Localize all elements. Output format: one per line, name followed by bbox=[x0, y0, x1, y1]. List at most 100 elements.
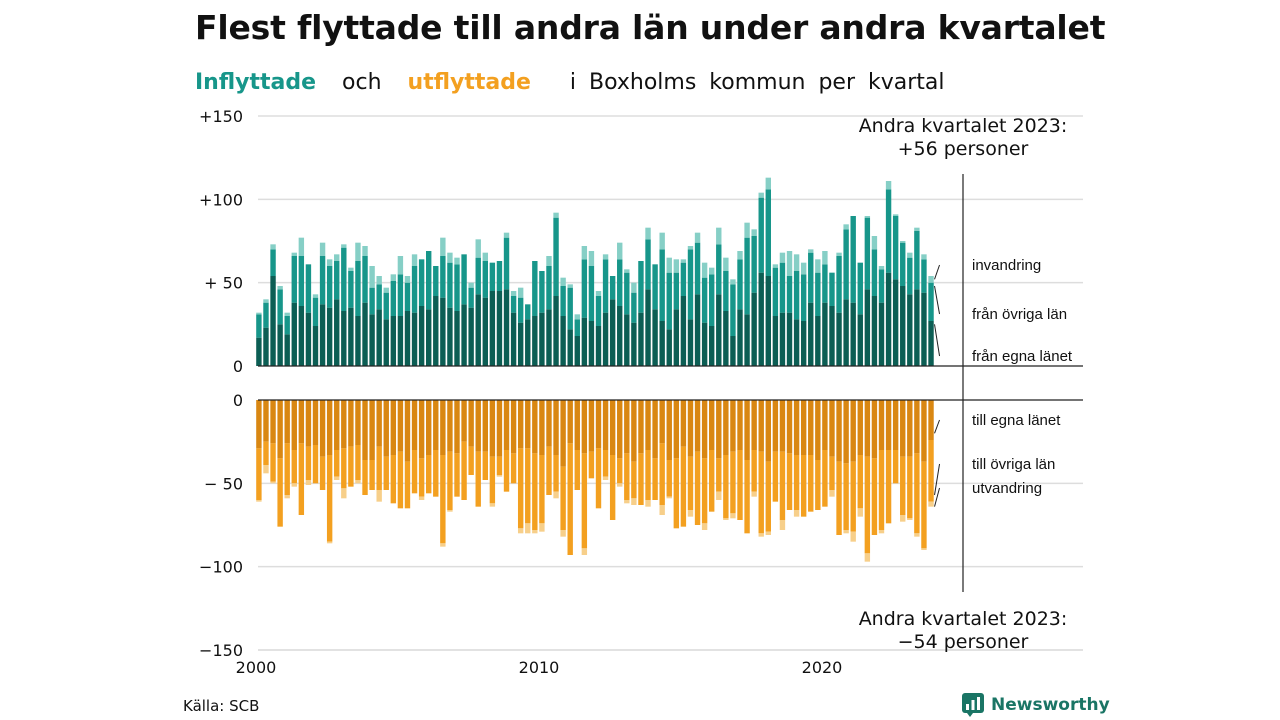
bar-in_invandring bbox=[645, 227, 651, 240]
bar-in_egna bbox=[808, 302, 814, 366]
bar-out_egna bbox=[312, 400, 319, 445]
bar-in_invandring bbox=[284, 312, 290, 316]
bar-out_egna bbox=[836, 400, 842, 462]
bar-out_utvandring bbox=[489, 503, 496, 507]
bar-out_ovriga bbox=[319, 456, 326, 490]
bar-out_ovriga bbox=[588, 451, 595, 479]
bar-out_ovriga bbox=[779, 451, 786, 520]
bar-out_ovriga bbox=[609, 455, 616, 520]
subtitle-rest: i Boxholms kommun per kvartal bbox=[569, 70, 945, 95]
bar-in_egna bbox=[609, 299, 616, 366]
bar-out_ovriga bbox=[744, 460, 750, 534]
bar-in_ovriga bbox=[362, 256, 368, 303]
bar-out_egna bbox=[454, 400, 460, 454]
bar-out_egna bbox=[581, 400, 588, 454]
bar-out_egna bbox=[716, 400, 722, 459]
bar-out_utvandring bbox=[440, 543, 446, 547]
bar-out_egna bbox=[737, 400, 743, 450]
bar-in_invandring bbox=[362, 246, 368, 256]
bar-out_egna bbox=[426, 400, 432, 455]
bar-out_egna bbox=[256, 400, 262, 449]
bar-out_egna bbox=[574, 400, 580, 450]
bar-out_utvandring bbox=[270, 481, 276, 484]
bar-out_ovriga bbox=[815, 460, 821, 510]
bar-in_ovriga bbox=[496, 261, 503, 291]
bar-in_egna bbox=[793, 319, 800, 366]
bar-out_egna bbox=[270, 400, 276, 444]
bar-in_egna bbox=[362, 302, 368, 366]
bar-out_ovriga bbox=[291, 450, 297, 484]
bar-in_ovriga bbox=[871, 249, 878, 296]
bar-in_egna bbox=[878, 302, 885, 366]
bar-out_ovriga bbox=[595, 448, 602, 509]
bar-out_ovriga bbox=[772, 451, 779, 502]
bar-out_ovriga bbox=[553, 455, 559, 492]
bar-in_ovriga bbox=[815, 272, 821, 316]
bar-out_egna bbox=[709, 400, 715, 450]
bar-out_ovriga bbox=[624, 453, 630, 500]
bar-in_ovriga bbox=[928, 282, 934, 321]
bar-in_egna bbox=[645, 289, 651, 366]
bar-out_utvandring bbox=[256, 500, 262, 502]
bar-out_utvandring bbox=[779, 520, 786, 530]
bar-out_ovriga bbox=[277, 458, 283, 527]
bar-in_ovriga bbox=[808, 252, 814, 303]
bar-out_ovriga bbox=[284, 443, 290, 495]
bar-out_utvandring bbox=[305, 480, 312, 485]
bar-out_ovriga bbox=[312, 445, 319, 484]
bar-out_egna bbox=[404, 400, 411, 462]
bar-in_invandring bbox=[723, 257, 729, 271]
bar-in_ovriga bbox=[694, 242, 701, 295]
bar-out_egna bbox=[751, 400, 757, 450]
bar-out_egna bbox=[680, 400, 687, 447]
bar-in_invandring bbox=[263, 299, 269, 303]
bar-out_utvandring bbox=[723, 518, 729, 520]
bar-out_utvandring bbox=[341, 488, 347, 499]
bar-out_egna bbox=[546, 400, 552, 447]
bar-in_ovriga bbox=[885, 189, 892, 273]
series-label-out_ovriga: till övriga län bbox=[972, 456, 1055, 473]
bar-in_ovriga bbox=[390, 281, 397, 316]
bar-out_ovriga bbox=[687, 456, 694, 510]
bar-in_invandring bbox=[581, 246, 588, 260]
bar-in_ovriga bbox=[334, 261, 340, 300]
bar-out_egna bbox=[595, 400, 602, 449]
bar-out_ovriga bbox=[510, 453, 517, 484]
bar-in_ovriga bbox=[751, 236, 757, 293]
bar-in_egna bbox=[348, 307, 354, 366]
bar-in_ovriga bbox=[383, 292, 389, 320]
bar-in_egna bbox=[588, 321, 595, 366]
zero-lines bbox=[258, 365, 1083, 651]
bar-in_ovriga bbox=[914, 231, 920, 290]
bar-in_egna bbox=[546, 309, 552, 366]
bar-out_ovriga bbox=[334, 450, 340, 477]
bar-in_egna bbox=[779, 312, 786, 366]
bar-in_egna bbox=[390, 316, 397, 366]
x-tick-label: 2000 bbox=[236, 658, 277, 677]
bar-out_ovriga bbox=[404, 461, 411, 509]
bar-out_egna bbox=[765, 400, 771, 462]
bar-out_ovriga bbox=[680, 446, 687, 527]
bar-out_ovriga bbox=[482, 451, 488, 480]
brand-logo[interactable]: Newsworthy bbox=[961, 692, 1110, 718]
bar-out_ovriga bbox=[701, 458, 708, 524]
bar-in_invandring bbox=[885, 181, 892, 190]
bar-in_egna bbox=[525, 319, 531, 366]
bar-in_ovriga bbox=[574, 319, 580, 336]
bar-in_ovriga bbox=[595, 296, 602, 326]
bar-out_egna bbox=[517, 400, 524, 449]
bar-out_egna bbox=[857, 400, 863, 455]
bar-in_invandring bbox=[779, 252, 786, 263]
bar-out_utvandring bbox=[666, 496, 672, 499]
bar-in_invandring bbox=[666, 257, 672, 273]
bar-in_ovriga bbox=[786, 276, 793, 313]
bar-in_invandring bbox=[815, 259, 821, 273]
bar-in_egna bbox=[758, 272, 764, 366]
bar-in_ovriga bbox=[857, 262, 863, 315]
bar-out_egna bbox=[305, 400, 312, 447]
bar-in_egna bbox=[426, 309, 432, 366]
bar-in_ovriga bbox=[836, 256, 842, 313]
bar-out_utvandring bbox=[730, 513, 736, 519]
bar-out_ovriga bbox=[397, 451, 404, 509]
bar-in_egna bbox=[461, 304, 467, 366]
